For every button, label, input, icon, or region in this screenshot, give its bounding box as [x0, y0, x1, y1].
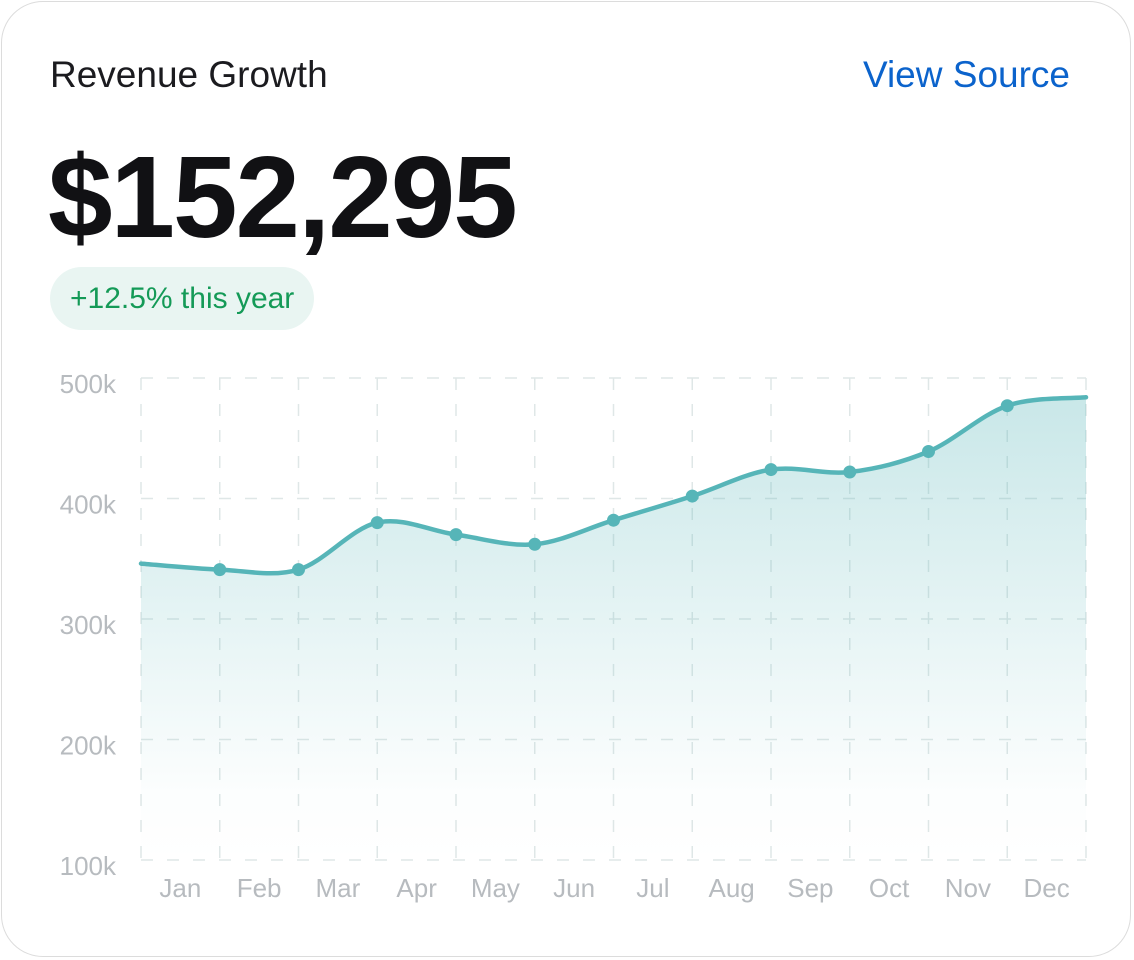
amount: $152,295	[48, 132, 518, 262]
point	[292, 563, 305, 577]
x-tick-label: Aug	[708, 873, 754, 903]
view-source-link[interactable]: View Source	[862, 54, 1070, 95]
x-tick-label: Sep	[787, 873, 833, 903]
y-tick-label: 500k	[60, 369, 117, 399]
title: Revenue Growth	[50, 54, 328, 95]
x-tick-label: Jul	[636, 873, 669, 903]
point	[843, 465, 857, 479]
x-tick-label: Dec	[1024, 873, 1070, 903]
point	[1000, 399, 1014, 413]
x-tick-label: Mar	[315, 873, 360, 903]
point	[528, 537, 542, 551]
point	[764, 463, 778, 477]
point	[685, 489, 699, 503]
point	[922, 445, 935, 459]
x-tick-label: Feb	[237, 873, 282, 903]
x-tick-label: May	[471, 873, 520, 903]
y-tick-label: 200k	[60, 730, 117, 760]
y-tick-label: 400k	[60, 489, 117, 519]
x-tick-label: Nov	[945, 873, 991, 903]
point	[370, 516, 384, 530]
x-tick-label: Oct	[869, 873, 910, 903]
y-tick-label: 100k	[60, 851, 117, 881]
y-tick-label: 300k	[60, 610, 117, 640]
change-badge: +12.5% this year	[50, 267, 315, 330]
area	[141, 397, 1086, 860]
point	[449, 528, 463, 542]
point	[213, 563, 227, 577]
point	[607, 513, 620, 527]
x-tick-label: Jun	[553, 873, 595, 903]
x-tick-label: Apr	[396, 873, 437, 903]
x-tick-label: Jan	[159, 873, 201, 903]
